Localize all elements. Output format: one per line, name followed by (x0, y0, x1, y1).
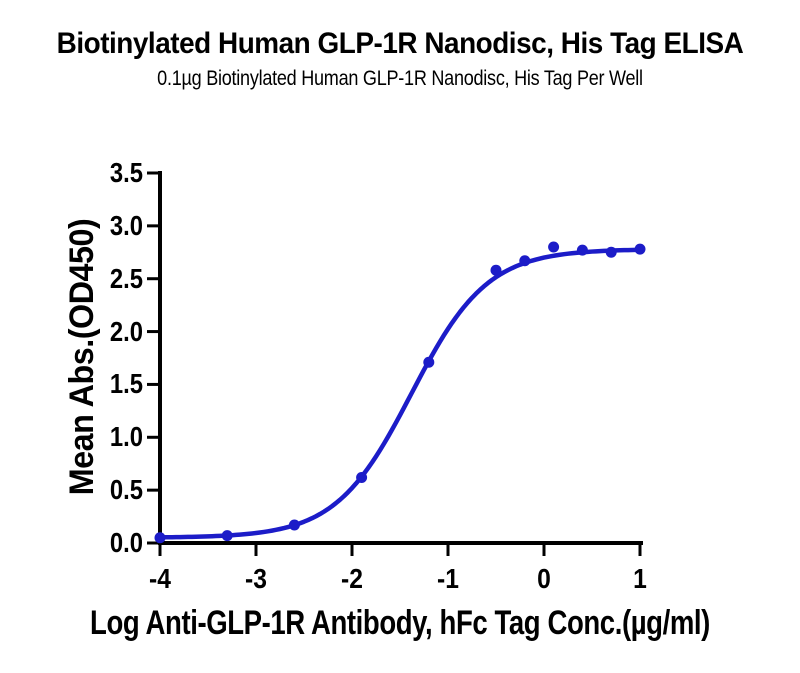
data-point (605, 246, 617, 258)
x-tick-label: -4 (149, 563, 171, 594)
dose-response-curve (157, 247, 643, 540)
fit-curve (157, 247, 643, 540)
data-points (154, 241, 646, 544)
data-point (154, 532, 166, 544)
x-tick-label: 1 (633, 563, 647, 594)
y-tick-label: 3.0 (109, 209, 143, 241)
data-point (356, 471, 368, 483)
chart-subtitle: 0.1µg Biotinylated Human GLP-1R Nanodisc… (157, 67, 643, 90)
chart-title: Biotinylated Human GLP-1R Nanodisc, His … (56, 27, 744, 60)
y-tick-label: 2.5 (109, 262, 143, 294)
x-tick-label: 0 (537, 563, 551, 594)
y-tick-label: 3.5 (109, 157, 143, 188)
y-axis-title: Mean Abs.(OD450) (63, 218, 101, 496)
y-tick-label: 2.0 (109, 315, 143, 347)
data-point (519, 255, 531, 267)
x-tick-label: -2 (341, 563, 363, 594)
data-point (634, 243, 646, 255)
x-tick-label: -1 (437, 563, 459, 594)
data-point (221, 530, 233, 542)
axes (158, 171, 643, 545)
x-tick-label: -3 (245, 563, 267, 594)
y-tick-label: 0.0 (109, 527, 143, 558)
x-axis-title: Log Anti-GLP-1R Antibody, hFc Tag Conc.(… (90, 604, 710, 642)
data-point (423, 356, 435, 368)
data-point (490, 264, 502, 276)
y-tick-label: 1.0 (109, 421, 143, 453)
data-point (548, 241, 560, 253)
y-tick-label: 1.5 (109, 368, 143, 400)
data-point (576, 244, 588, 256)
data-point (288, 519, 300, 531)
y-tick-label: 0.5 (109, 474, 143, 506)
axis-ticks (147, 171, 642, 556)
